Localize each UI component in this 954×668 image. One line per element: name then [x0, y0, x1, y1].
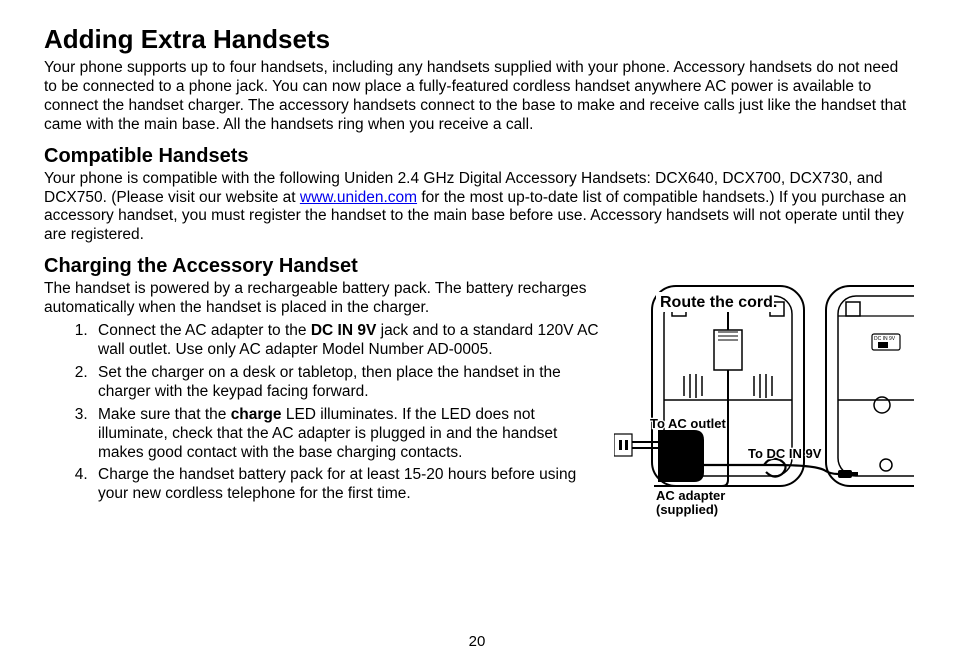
list-item: Make sure that the charge LED illuminate…: [92, 406, 604, 463]
step3-bold: charge: [231, 406, 282, 423]
step1-bold: DC IN 9V: [311, 322, 376, 339]
charging-intro: The handset is powered by a rechargeable…: [44, 280, 604, 318]
dc-in-label-small: DC IN 9V: [874, 336, 896, 342]
compatible-heading: Compatible Handsets: [44, 145, 910, 168]
intro-paragraph: Your phone supports up to four handsets,…: [44, 59, 910, 135]
ac-outlet-icon: [614, 434, 632, 456]
charger-right: DC IN 9V: [826, 286, 914, 486]
website-link[interactable]: www.uniden.com: [300, 189, 417, 206]
charging-section: The handset is powered by a rechargeable…: [44, 280, 910, 525]
list-item: Set the charger on a desk or tabletop, t…: [92, 364, 604, 402]
step3-a: Make sure that the: [98, 406, 231, 423]
list-item: Charge the handset battery pack for at l…: [92, 466, 604, 504]
route-cord-label: Route the cord.: [660, 294, 777, 311]
page-container: Adding Extra Handsets Your phone support…: [0, 0, 954, 668]
ac-adapter-label-l2: (supplied): [656, 502, 718, 517]
charging-steps-list: Connect the AC adapter to the DC IN 9V j…: [44, 322, 604, 504]
step1-a: Connect the AC adapter to the: [98, 322, 311, 339]
charger-diagram: DC IN 9V: [614, 280, 914, 520]
charging-heading: Charging the Accessory Handset: [44, 255, 910, 278]
route-cord-callout: Route the cord.: [656, 292, 777, 312]
to-ac-outlet-label: To AC outlet: [650, 416, 726, 431]
compatible-paragraph: Your phone is compatible with the follow…: [44, 170, 910, 246]
charging-right-column: DC IN 9V: [604, 280, 914, 525]
page-number: 20: [0, 633, 954, 650]
ac-adapter-label-l1: AC adapter: [656, 488, 725, 503]
page-title: Adding Extra Handsets: [44, 24, 910, 55]
list-item: Connect the AC adapter to the DC IN 9V j…: [92, 322, 604, 360]
to-dc-in-label: To DC IN 9V: [748, 446, 822, 461]
charging-left-column: The handset is powered by a rechargeable…: [44, 280, 604, 508]
